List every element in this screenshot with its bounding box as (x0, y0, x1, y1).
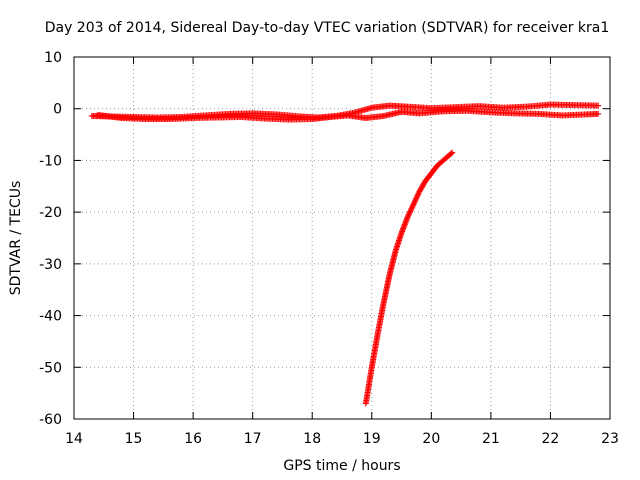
x-tick-label: 15 (125, 431, 143, 447)
series-3 (362, 149, 456, 407)
trace-point (386, 272, 393, 279)
trace-point (409, 202, 416, 209)
data-points (88, 101, 602, 407)
trace-point (447, 151, 454, 158)
y-axis-label: SDTVAR / TECUs (8, 181, 24, 296)
trace-point (593, 102, 600, 109)
x-tick-label: 22 (542, 431, 560, 447)
trace-point (392, 249, 399, 256)
x-tick-label: 21 (482, 431, 500, 447)
trace-point (437, 159, 444, 166)
x-tick-label: 14 (65, 431, 83, 447)
plot-frame (73, 56, 611, 420)
x-axis-label: GPS time / hours (283, 458, 400, 474)
trace-point (403, 215, 410, 222)
y-tick-label: -40 (39, 309, 62, 325)
y-tick-label: -60 (39, 412, 62, 428)
trace-point (426, 172, 433, 179)
y-tick-label: 0 (53, 102, 62, 118)
trace-point (443, 154, 450, 161)
y-tick-label: -10 (39, 153, 62, 169)
trace-point (420, 180, 427, 187)
x-axis: 14 15 16 17 18 19 20 21 22 23 (65, 57, 619, 447)
x-tick-label: 16 (184, 431, 202, 447)
x-tick-label: 17 (244, 431, 262, 447)
x-tick-label: 18 (303, 431, 321, 447)
chart-title: Day 203 of 2014, Sidereal Day-to-day VTE… (45, 20, 610, 36)
trace-point (380, 301, 387, 308)
y-tick-label: -30 (39, 257, 62, 273)
trace-point (398, 231, 405, 238)
y-tick-label: 10 (44, 50, 62, 66)
x-tick-label: 20 (422, 431, 440, 447)
trace-point (593, 110, 600, 117)
trace-point (448, 150, 455, 157)
x-tick-label: 23 (601, 431, 619, 447)
y-tick-label: -20 (39, 205, 62, 221)
y-tick-label: -50 (39, 360, 62, 376)
series-2 (94, 107, 602, 123)
x-tick-label: 19 (363, 431, 381, 447)
trace-point (367, 105, 374, 112)
trace-point (432, 164, 439, 171)
y-axis: 10 0 -10 -20 -30 -40 -50 -60 (39, 50, 610, 428)
